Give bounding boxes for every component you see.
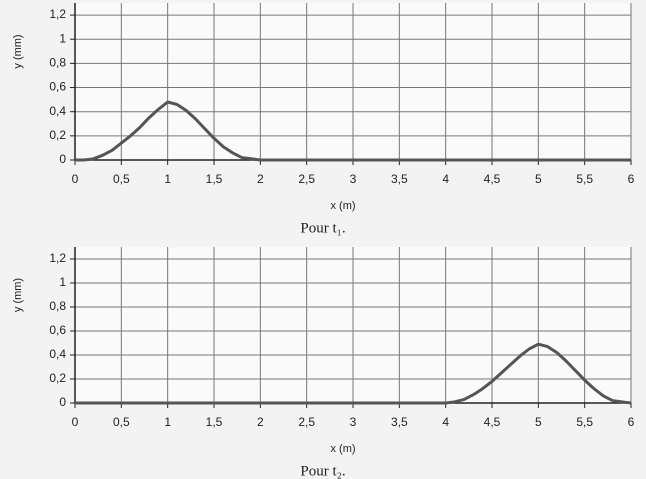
x-tick-label: 5,5 bbox=[576, 172, 593, 186]
y-tick-label: 0 bbox=[59, 395, 66, 409]
x-tick-label: 4 bbox=[442, 172, 449, 186]
x-tick-label: 1,5 bbox=[206, 415, 223, 429]
y-tick-label: 0,8 bbox=[49, 299, 66, 313]
x-tick-label: 0,5 bbox=[113, 415, 130, 429]
x-tick-label: 4,5 bbox=[484, 415, 501, 429]
y-axis-label: y (mm) bbox=[12, 34, 24, 68]
x-tick-label: 0,5 bbox=[113, 172, 130, 186]
x-tick-label: 4 bbox=[442, 415, 449, 429]
x-axis-label: x (m) bbox=[330, 200, 355, 212]
y-tick-label: 0 bbox=[59, 152, 66, 166]
y-tick-label: 0,4 bbox=[49, 104, 66, 118]
x-axis-label: x (m) bbox=[330, 443, 355, 455]
x-tick-label: 5 bbox=[535, 172, 542, 186]
x-tick-label: 3,5 bbox=[391, 172, 408, 186]
y-tick-label: 0,2 bbox=[49, 371, 66, 385]
x-tick-label: 2 bbox=[257, 415, 264, 429]
y-tick-label: 0,6 bbox=[49, 80, 66, 94]
y-axis-label: y (mm) bbox=[12, 278, 24, 312]
x-tick-label: 2,5 bbox=[298, 415, 315, 429]
x-tick-label: 1 bbox=[164, 172, 171, 186]
x-tick-label: 3 bbox=[350, 415, 357, 429]
x-tick-label: 3,5 bbox=[391, 415, 408, 429]
x-tick-label: 5,5 bbox=[576, 415, 593, 429]
y-tick-label: 1,2 bbox=[49, 7, 66, 21]
x-tick-label: 4,5 bbox=[484, 172, 501, 186]
x-tick-label: 5 bbox=[535, 415, 542, 429]
x-tick-label: 2,5 bbox=[298, 172, 315, 186]
x-tick-label: 0 bbox=[72, 172, 79, 186]
data-line bbox=[75, 342, 632, 405]
y-tick-label: 0,6 bbox=[49, 323, 66, 337]
x-tick-label: 1,5 bbox=[206, 172, 223, 186]
x-tick-label: 2 bbox=[257, 172, 264, 186]
y-tick-label: 1 bbox=[59, 275, 66, 289]
x-tick-label: 3 bbox=[350, 172, 357, 186]
y-tick-label: 1 bbox=[59, 31, 66, 45]
y-tick-label: 0,8 bbox=[49, 56, 66, 70]
data-line bbox=[75, 100, 631, 162]
caption: Pour t₁. bbox=[300, 220, 345, 236]
y-tick-label: 0,4 bbox=[49, 347, 66, 361]
x-tick-label: 6 bbox=[628, 415, 635, 429]
x-tick-label: 6 bbox=[628, 172, 635, 186]
y-tick-label: 0,2 bbox=[49, 128, 66, 142]
caption: Pour t₂. bbox=[300, 463, 345, 479]
y-tick-label: 1,2 bbox=[49, 251, 66, 265]
x-tick-label: 0 bbox=[72, 415, 79, 429]
x-tick-label: 1 bbox=[164, 415, 171, 429]
